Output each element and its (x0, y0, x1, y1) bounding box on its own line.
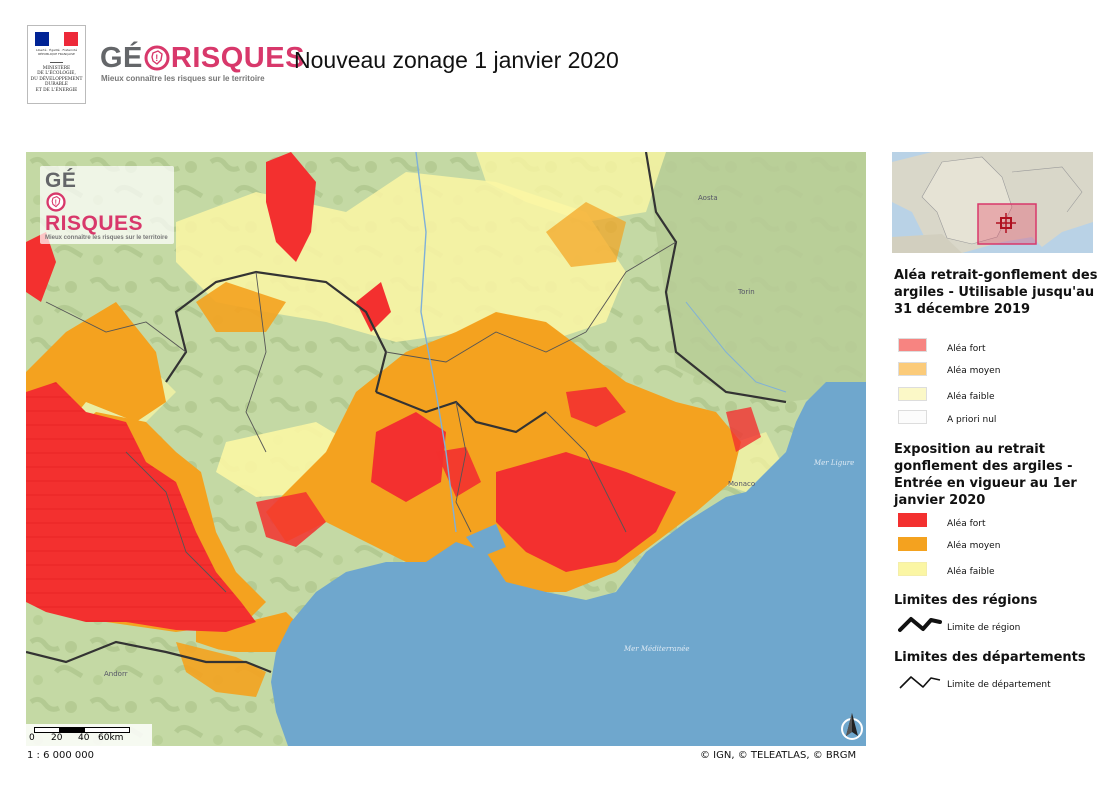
map-label-aosta: Aosta (698, 194, 718, 202)
legend-swatch-new-moyen (898, 537, 927, 551)
legend-swatch-old-moyen (898, 362, 927, 376)
legend-swatch-old-faible (898, 387, 927, 401)
main-map[interactable]: Aosta Torin Mer Ligure Monaco Mer Médite… (26, 152, 866, 746)
legend-swatch-new-faible (898, 562, 927, 576)
department-line-icon (899, 676, 941, 689)
legend-label-old-fort: Aléa fort (947, 344, 986, 354)
legend-swatch-new-fort (898, 513, 927, 527)
legend-title-old: Aléa retrait-gonflement des argiles - Ut… (894, 268, 1098, 317)
map-canvas[interactable]: Aosta Torin Mer Ligure Monaco Mer Médite… (26, 152, 866, 746)
north-arrow-icon (841, 713, 863, 740)
france-map-icon: ! (144, 45, 170, 71)
location-marker-icon (996, 213, 1016, 233)
legend-swatch-old-fort (898, 338, 927, 352)
map-label-torino: Torin (737, 288, 755, 296)
legend-label-old-faible: Aléa faible (947, 392, 995, 402)
french-flag-icon (35, 32, 78, 46)
legend-swatch-old-nul (898, 410, 927, 424)
logo-tagline: Mieux connaître les risques sur le terri… (101, 74, 265, 83)
legend-label-old-nul: A priori nul (947, 415, 997, 425)
scale-ratio: 1 : 6 000 000 (27, 750, 94, 761)
georisques-logo[interactable]: GÉ! RISQUES Mieux connaître les risques s… (100, 42, 305, 83)
legend-label-departement: Limite de département (947, 680, 1051, 690)
legend-title-new: Exposition au retrait gonflement des arg… (894, 442, 1077, 508)
map-credits: © IGN, © TELEATLAS, © BRGM (700, 750, 857, 761)
ministry-logo: Liberté · Égalité · Fraternité RÉPUBLIQU… (27, 25, 86, 104)
overview-map[interactable] (892, 152, 1093, 253)
france-map-icon: ! (46, 192, 66, 212)
map-watermark-logo: GÉ! RISQUES Mieux connaître les risques s… (40, 166, 174, 244)
svg-text:!: ! (55, 199, 58, 206)
legend-label-old-moyen: Aléa moyen (947, 366, 1001, 376)
map-label-monaco: Monaco (728, 480, 755, 488)
map-label-mer-ligure: Mer Ligure (813, 459, 854, 467)
legend-label-new-fort: Aléa fort (947, 519, 986, 529)
ministry-mottos: Liberté · Égalité · Fraternité RÉPUBLIQU… (35, 48, 78, 56)
svg-text:!: ! (155, 53, 159, 63)
legend-label-new-moyen: Aléa moyen (947, 541, 1001, 551)
ministry-name: MINISTÈRE DE L'ÉCOLOGIE, DU DÉVELOPPEMEN… (30, 66, 83, 93)
legend-title-departements: Limites des départements (894, 650, 1086, 665)
map-label-andorra: Andorr (104, 670, 128, 678)
legend-title-regions: Limites des régions (894, 593, 1038, 608)
map-label-mer-mediterranee: Mer Méditerranée (623, 645, 690, 653)
legend-label-new-faible: Aléa faible (947, 567, 995, 577)
region-line-icon (898, 617, 942, 632)
scale-bar: 0 20 40 60km (26, 724, 152, 746)
page-title: Nouveau zonage 1 janvier 2020 (294, 47, 619, 73)
legend-label-region: Limite de région (947, 623, 1021, 633)
